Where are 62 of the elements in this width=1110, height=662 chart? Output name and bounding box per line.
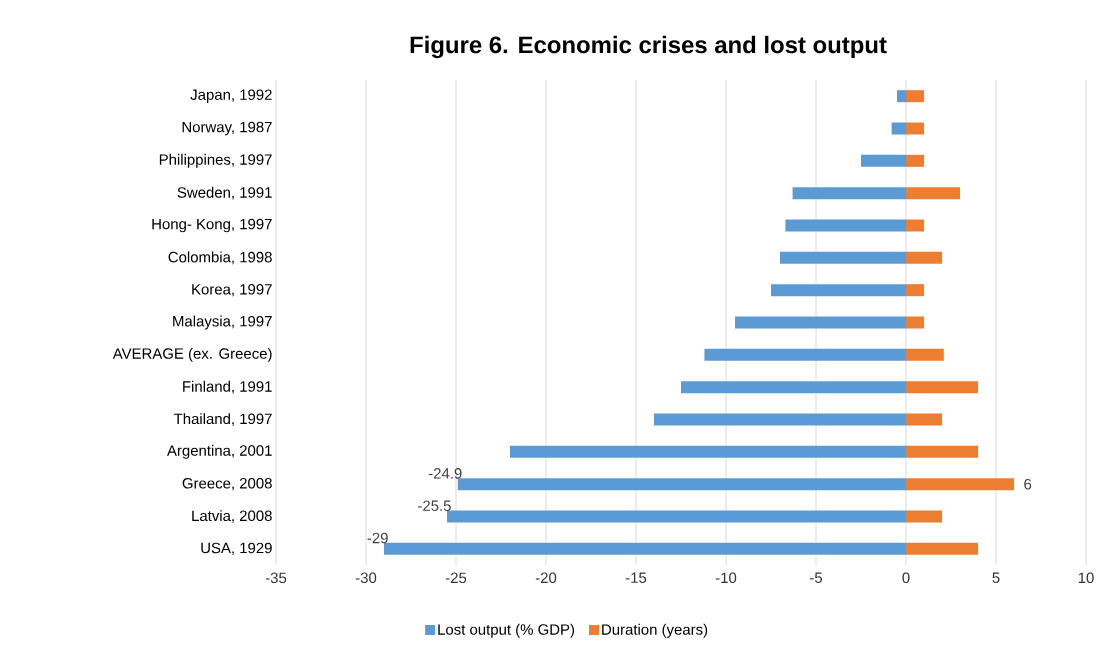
bar [906,90,925,103]
data-label: -29 [367,532,388,544]
bar [447,510,907,523]
bar [906,542,979,555]
y-tick-label: Thailand, 1997 [173,413,272,426]
bar [906,154,925,167]
bar [735,316,907,329]
bar [780,251,907,264]
bar [906,348,944,361]
x-tick-label: 5 [992,572,1000,583]
legend-label: Lost output (% GDP) [438,623,575,638]
bar [785,219,907,232]
y-tick-label: Japan, 1992 [190,89,272,103]
y-tick-label: Colombia, 1998 [168,251,272,265]
bar [654,413,907,426]
bar [906,187,961,200]
x-tick-label: -5 [810,572,823,583]
bar [906,478,1015,491]
chart-title: Figure 6. Economic crises and lost output [410,35,887,59]
legend-label: Duration (years) [602,623,708,638]
y-tick-label: Malaysia, 1997 [173,315,272,330]
y-tick-label: Greece, 2008 [182,478,272,491]
y-tick-label: Sweden, 1991 [177,186,272,200]
x-tick-label: -15 [625,572,647,583]
y-tick-label: Korea, 1997 [192,283,272,297]
y-tick-label: Finland, 1991 [183,380,272,394]
bar [510,445,907,458]
bar [792,187,907,200]
bar [906,316,925,329]
x-tick-label: -25 [445,572,467,584]
y-tick-label: Argentina, 2001 [166,444,272,459]
data-label: -25.5 [418,500,451,511]
x-tick-label: -20 [535,572,557,584]
bar [704,348,907,361]
bar [897,90,907,103]
bar [906,284,925,297]
y-tick-label: Latvia, 2008 [192,510,272,523]
x-tick-label: -30 [355,572,377,584]
y-tick-label: Philippines, 1997 [159,153,272,168]
bar [906,413,943,426]
x-tick-label: 0 [902,572,910,584]
y-tick-label: Hong- Kong, 1997 [152,218,272,233]
y-tick-label: AVERAGE (ex. Greece) [112,347,272,362]
x-tick-label: 10 [1078,572,1094,584]
bar [681,381,907,394]
x-tick-label: -10 [715,572,737,584]
x-tick-label: -35 [265,572,287,584]
bar [771,284,907,297]
bar [457,478,907,491]
data-label: -24.9 [428,468,462,479]
y-tick-label: USA, 1929 [201,542,272,556]
bar [384,542,907,555]
bar [906,510,943,523]
bar [861,154,907,167]
bar [906,251,943,264]
bar [906,122,925,135]
bar [906,219,925,232]
data-label: 6 [1024,478,1032,490]
bar [906,445,979,458]
y-tick-label: Norway, 1987 [182,121,272,136]
bar [906,381,979,394]
bar [891,122,907,135]
